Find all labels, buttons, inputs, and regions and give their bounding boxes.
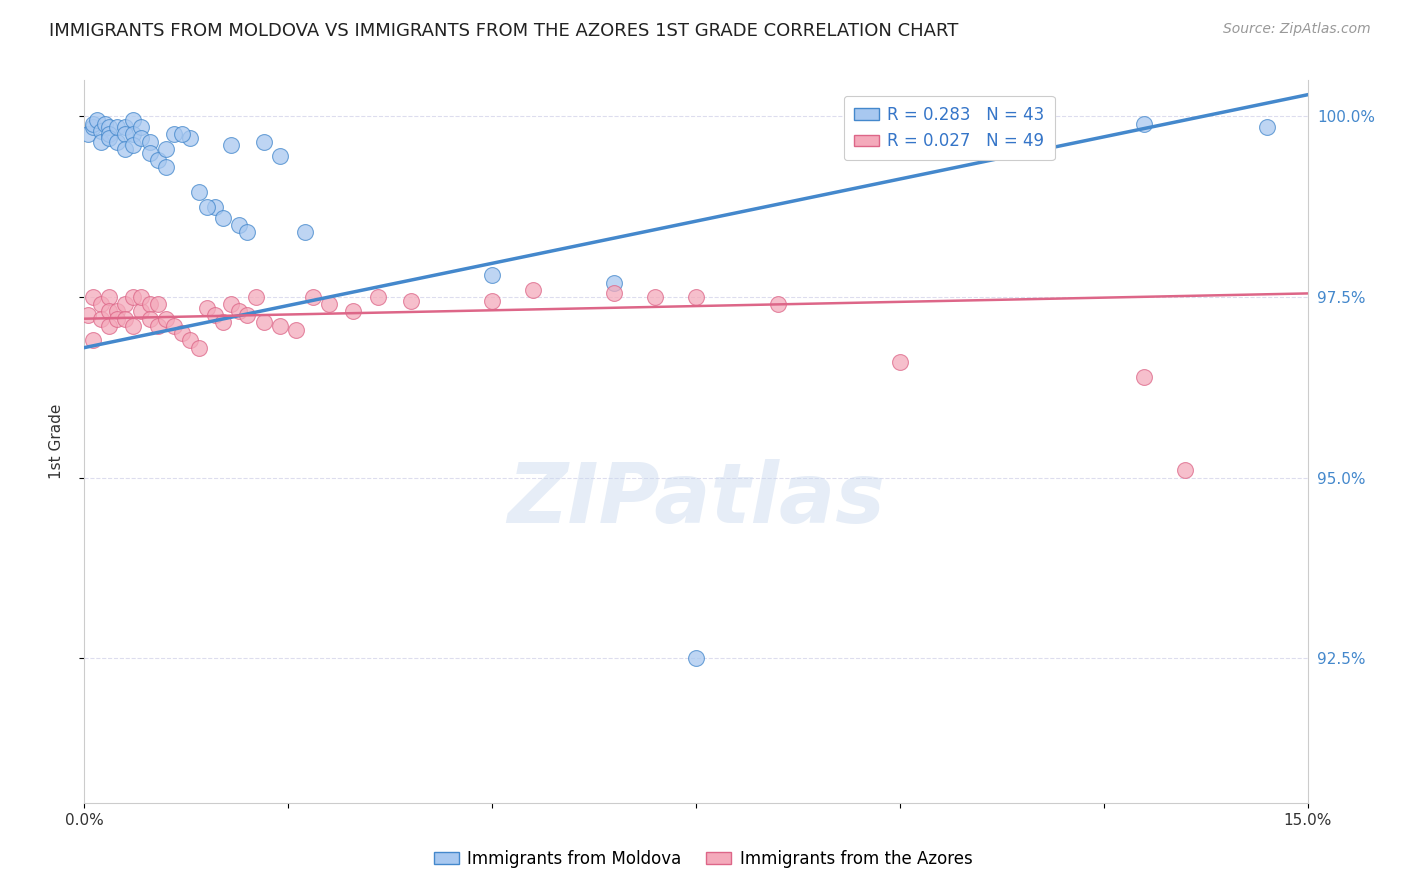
Point xyxy=(146,318,169,333)
Point xyxy=(97,318,120,333)
Point xyxy=(122,113,145,128)
Point xyxy=(146,297,169,311)
Point xyxy=(172,326,194,340)
Point xyxy=(367,290,389,304)
Point xyxy=(105,120,128,135)
Point xyxy=(138,145,160,160)
Text: ZIPatlas: ZIPatlas xyxy=(508,458,884,540)
Point xyxy=(90,297,112,311)
Point xyxy=(219,138,242,153)
Point xyxy=(93,117,115,131)
Point xyxy=(86,113,108,128)
Point xyxy=(253,315,276,329)
Point xyxy=(138,311,160,326)
Point xyxy=(82,290,104,304)
Point xyxy=(131,290,153,304)
Point xyxy=(97,304,120,318)
Point xyxy=(82,120,104,135)
Point xyxy=(155,142,177,156)
Point xyxy=(82,334,104,348)
Point xyxy=(131,131,153,145)
Point xyxy=(603,276,626,290)
Legend: R = 0.283   N = 43, R = 0.027   N = 49: R = 0.283 N = 43, R = 0.027 N = 49 xyxy=(844,95,1054,161)
Point xyxy=(603,286,626,301)
Point xyxy=(97,128,120,142)
Point xyxy=(269,318,291,333)
Point xyxy=(114,297,136,311)
Point xyxy=(138,297,160,311)
Point xyxy=(138,135,160,149)
Point xyxy=(97,290,120,304)
Point xyxy=(301,290,323,304)
Point xyxy=(399,293,422,308)
Point xyxy=(122,128,145,142)
Point xyxy=(685,651,707,665)
Point xyxy=(236,308,259,322)
Point xyxy=(269,149,291,163)
Point xyxy=(644,290,666,304)
Point xyxy=(889,355,911,369)
Point xyxy=(97,131,120,145)
Point xyxy=(122,290,145,304)
Point xyxy=(342,304,364,318)
Point xyxy=(105,135,128,149)
Text: IMMIGRANTS FROM MOLDOVA VS IMMIGRANTS FROM THE AZORES 1ST GRADE CORRELATION CHAR: IMMIGRANTS FROM MOLDOVA VS IMMIGRANTS FR… xyxy=(49,22,959,40)
Point xyxy=(1133,369,1156,384)
Point xyxy=(318,297,340,311)
Point xyxy=(114,128,136,142)
Point xyxy=(228,304,250,318)
Point xyxy=(172,128,194,142)
Point xyxy=(245,290,267,304)
Point xyxy=(114,142,136,156)
Point xyxy=(90,124,112,138)
Point xyxy=(163,128,186,142)
Point xyxy=(90,311,112,326)
Text: Source: ZipAtlas.com: Source: ZipAtlas.com xyxy=(1223,22,1371,37)
Point xyxy=(236,225,259,239)
Point xyxy=(187,341,209,355)
Point xyxy=(195,301,218,315)
Point xyxy=(228,218,250,232)
Point xyxy=(481,293,503,308)
Point xyxy=(522,283,544,297)
Point xyxy=(685,290,707,304)
Point xyxy=(77,308,100,322)
Point xyxy=(131,304,153,318)
Point xyxy=(114,311,136,326)
Point xyxy=(253,135,276,149)
Point xyxy=(766,297,789,311)
Point xyxy=(90,135,112,149)
Point xyxy=(481,268,503,283)
Point xyxy=(105,304,128,318)
Point xyxy=(77,128,100,142)
Point xyxy=(294,225,316,239)
Point xyxy=(285,322,308,336)
Point xyxy=(212,211,235,225)
Point xyxy=(195,200,218,214)
Y-axis label: 1st Grade: 1st Grade xyxy=(49,404,63,479)
Point xyxy=(155,160,177,174)
Legend: Immigrants from Moldova, Immigrants from the Azores: Immigrants from Moldova, Immigrants from… xyxy=(427,844,979,875)
Point xyxy=(204,308,226,322)
Point xyxy=(114,120,136,135)
Point xyxy=(1174,463,1197,477)
Point xyxy=(179,334,201,348)
Point xyxy=(155,311,177,326)
Point xyxy=(1133,117,1156,131)
Point xyxy=(131,120,153,135)
Point xyxy=(212,315,235,329)
Point xyxy=(219,297,242,311)
Point xyxy=(179,131,201,145)
Point xyxy=(105,311,128,326)
Point xyxy=(163,318,186,333)
Point xyxy=(187,186,209,200)
Point xyxy=(82,117,104,131)
Point xyxy=(1256,120,1278,135)
Point xyxy=(97,120,120,135)
Point xyxy=(122,318,145,333)
Point xyxy=(146,153,169,167)
Point xyxy=(122,138,145,153)
Point xyxy=(204,200,226,214)
